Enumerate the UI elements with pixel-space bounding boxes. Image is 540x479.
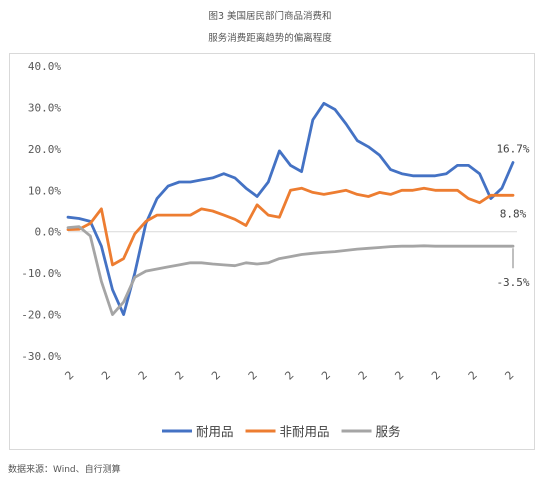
- x-tick-label: 2: [172, 368, 186, 382]
- x-tick-label: 2: [62, 368, 76, 382]
- series-line-3: [66, 225, 515, 317]
- x-tick-label: 2: [209, 368, 223, 382]
- x-tick-label: 2: [282, 368, 296, 382]
- y-tick-label: -10.0%: [21, 267, 61, 280]
- x-tick-label: 2: [319, 368, 333, 382]
- series-line-1: [66, 101, 515, 317]
- chart-title-line-1: 图3 美国居民部门商品消费和: [208, 11, 332, 22]
- data-source: 数据来源：Wind、自行测算: [8, 465, 121, 475]
- x-tick-label: 2: [466, 368, 480, 382]
- y-tick-label: 0.0%: [35, 226, 62, 239]
- y-tick-label: -20.0%: [21, 309, 61, 322]
- x-tick-label: 2: [356, 368, 370, 382]
- end-value-label: 16.7%: [496, 143, 529, 156]
- y-tick-label: 30.0%: [28, 101, 61, 114]
- y-tick-label: 20.0%: [28, 143, 61, 156]
- y-tick-label: 40.0%: [28, 60, 61, 73]
- legend-label: 非耐用品: [280, 424, 330, 439]
- series-line-2: [66, 186, 515, 267]
- chart-frame: [9, 53, 535, 450]
- end-value-label: 8.8%: [500, 207, 527, 220]
- y-tick-label: -30.0%: [21, 350, 61, 363]
- legend-label: 服务: [376, 424, 401, 439]
- end-value-label: -3.5%: [496, 276, 529, 289]
- x-tick-label: 2: [392, 368, 406, 382]
- legend-label: 耐用品: [196, 424, 234, 439]
- chart-title-line-2: 服务消费距离趋势的偏离程度: [208, 33, 332, 44]
- x-tick-label: 2: [502, 368, 516, 382]
- x-tick-label: 2: [99, 368, 113, 382]
- y-tick-label: 10.0%: [28, 184, 61, 197]
- x-tick-label: 2: [136, 368, 150, 382]
- x-tick-label: 2: [429, 368, 443, 382]
- x-tick-label: 2: [246, 368, 260, 382]
